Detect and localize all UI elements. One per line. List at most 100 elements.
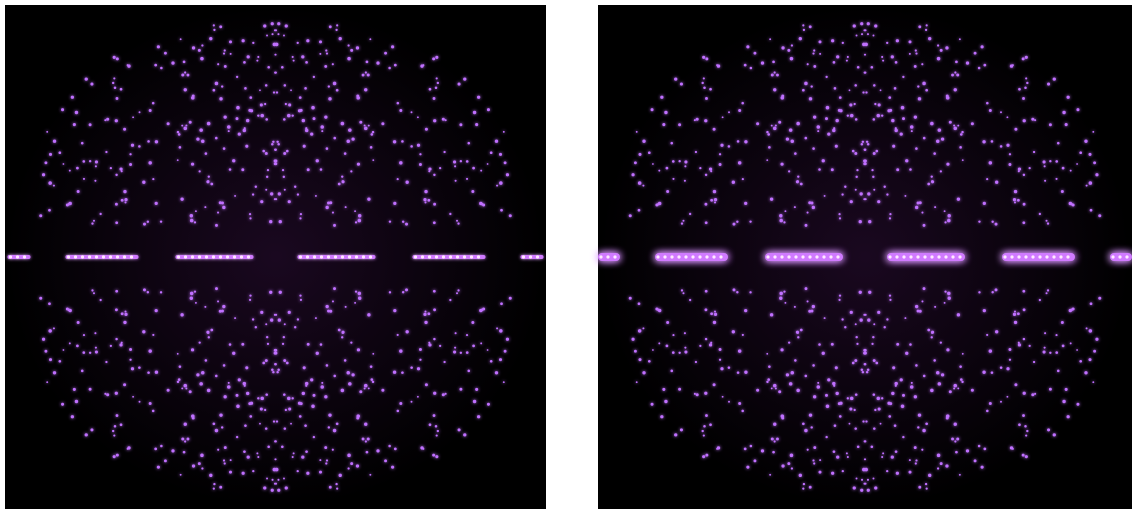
- dot: [194, 210, 197, 213]
- dot: [874, 486, 878, 490]
- dot: [283, 118, 286, 121]
- dot: [774, 387, 777, 390]
- dot: [1076, 108, 1080, 112]
- dot: [424, 127, 428, 131]
- dot: [354, 290, 358, 293]
- dot: [277, 318, 281, 322]
- dot: [710, 312, 714, 316]
- dot: [347, 467, 350, 470]
- dot: [434, 424, 438, 428]
- dot: [324, 115, 328, 119]
- dot: [189, 214, 194, 218]
- dot: [773, 88, 777, 92]
- dot: [721, 116, 724, 119]
- dot: [736, 371, 740, 374]
- dot: [154, 370, 159, 374]
- dot: [166, 122, 170, 126]
- dot: [720, 143, 724, 147]
- dot: [858, 220, 862, 224]
- dot: [845, 452, 848, 455]
- dot: [936, 467, 940, 470]
- dot: [853, 408, 856, 412]
- dot: [671, 160, 675, 163]
- dot: [961, 159, 964, 162]
- line-dot: [176, 255, 181, 259]
- dot: [148, 402, 152, 406]
- dot: [704, 119, 708, 123]
- dot: [84, 433, 88, 437]
- dot: [249, 217, 252, 220]
- dot: [346, 139, 350, 144]
- dot: [343, 152, 347, 155]
- dot: [802, 482, 806, 486]
- dot: [683, 179, 686, 182]
- dot: [418, 163, 422, 166]
- dot: [662, 123, 666, 127]
- dot: [193, 290, 197, 293]
- dot: [90, 82, 94, 86]
- dot: [281, 445, 284, 449]
- dot: [1026, 429, 1029, 433]
- dot: [867, 192, 871, 196]
- dot: [1098, 296, 1102, 300]
- line-dot: [1066, 255, 1070, 259]
- dot: [273, 198, 276, 201]
- dot: [454, 179, 457, 182]
- dot: [1085, 184, 1088, 187]
- dot: [94, 160, 98, 164]
- dot: [272, 91, 276, 94]
- dot: [860, 368, 864, 371]
- right-pattern: [598, 22, 1132, 492]
- dot: [324, 64, 328, 68]
- dot: [480, 169, 483, 172]
- dot: [243, 127, 246, 130]
- dot: [311, 404, 315, 409]
- dot: [228, 168, 232, 171]
- dot: [94, 346, 97, 349]
- dot: [147, 140, 150, 143]
- dot: [171, 449, 175, 453]
- dot: [902, 393, 905, 397]
- dot: [432, 289, 436, 293]
- dot: [88, 123, 92, 127]
- dot: [716, 64, 721, 68]
- dots: [39, 22, 512, 492]
- dot: [872, 175, 875, 179]
- dot: [872, 359, 876, 363]
- dot: [860, 33, 864, 36]
- dot: [257, 55, 260, 59]
- dot: [138, 145, 141, 148]
- dot: [228, 470, 232, 474]
- dot: [812, 395, 817, 399]
- dot: [899, 378, 903, 382]
- line-dot: [937, 255, 941, 259]
- dot: [206, 388, 211, 393]
- dot: [301, 391, 306, 396]
- dot: [315, 351, 319, 355]
- dot: [705, 414, 708, 417]
- dot: [804, 374, 808, 378]
- dot: [277, 192, 281, 196]
- dot: [933, 152, 936, 155]
- dot: [816, 125, 821, 129]
- dot: [810, 85, 813, 88]
- dot: [918, 201, 922, 205]
- dot: [270, 22, 274, 26]
- dot: [1060, 190, 1064, 194]
- dot: [41, 337, 46, 341]
- dot: [846, 55, 849, 59]
- dot: [959, 378, 963, 381]
- dot: [794, 359, 797, 362]
- line-dot: [916, 255, 920, 259]
- dot: [808, 25, 812, 29]
- dot: [106, 117, 110, 121]
- dot: [384, 51, 388, 55]
- dot: [732, 222, 736, 226]
- dot: [291, 455, 294, 459]
- line-dot: [909, 255, 913, 259]
- dot: [399, 402, 403, 406]
- dot: [835, 118, 839, 123]
- dot: [341, 336, 344, 339]
- dot: [988, 349, 993, 353]
